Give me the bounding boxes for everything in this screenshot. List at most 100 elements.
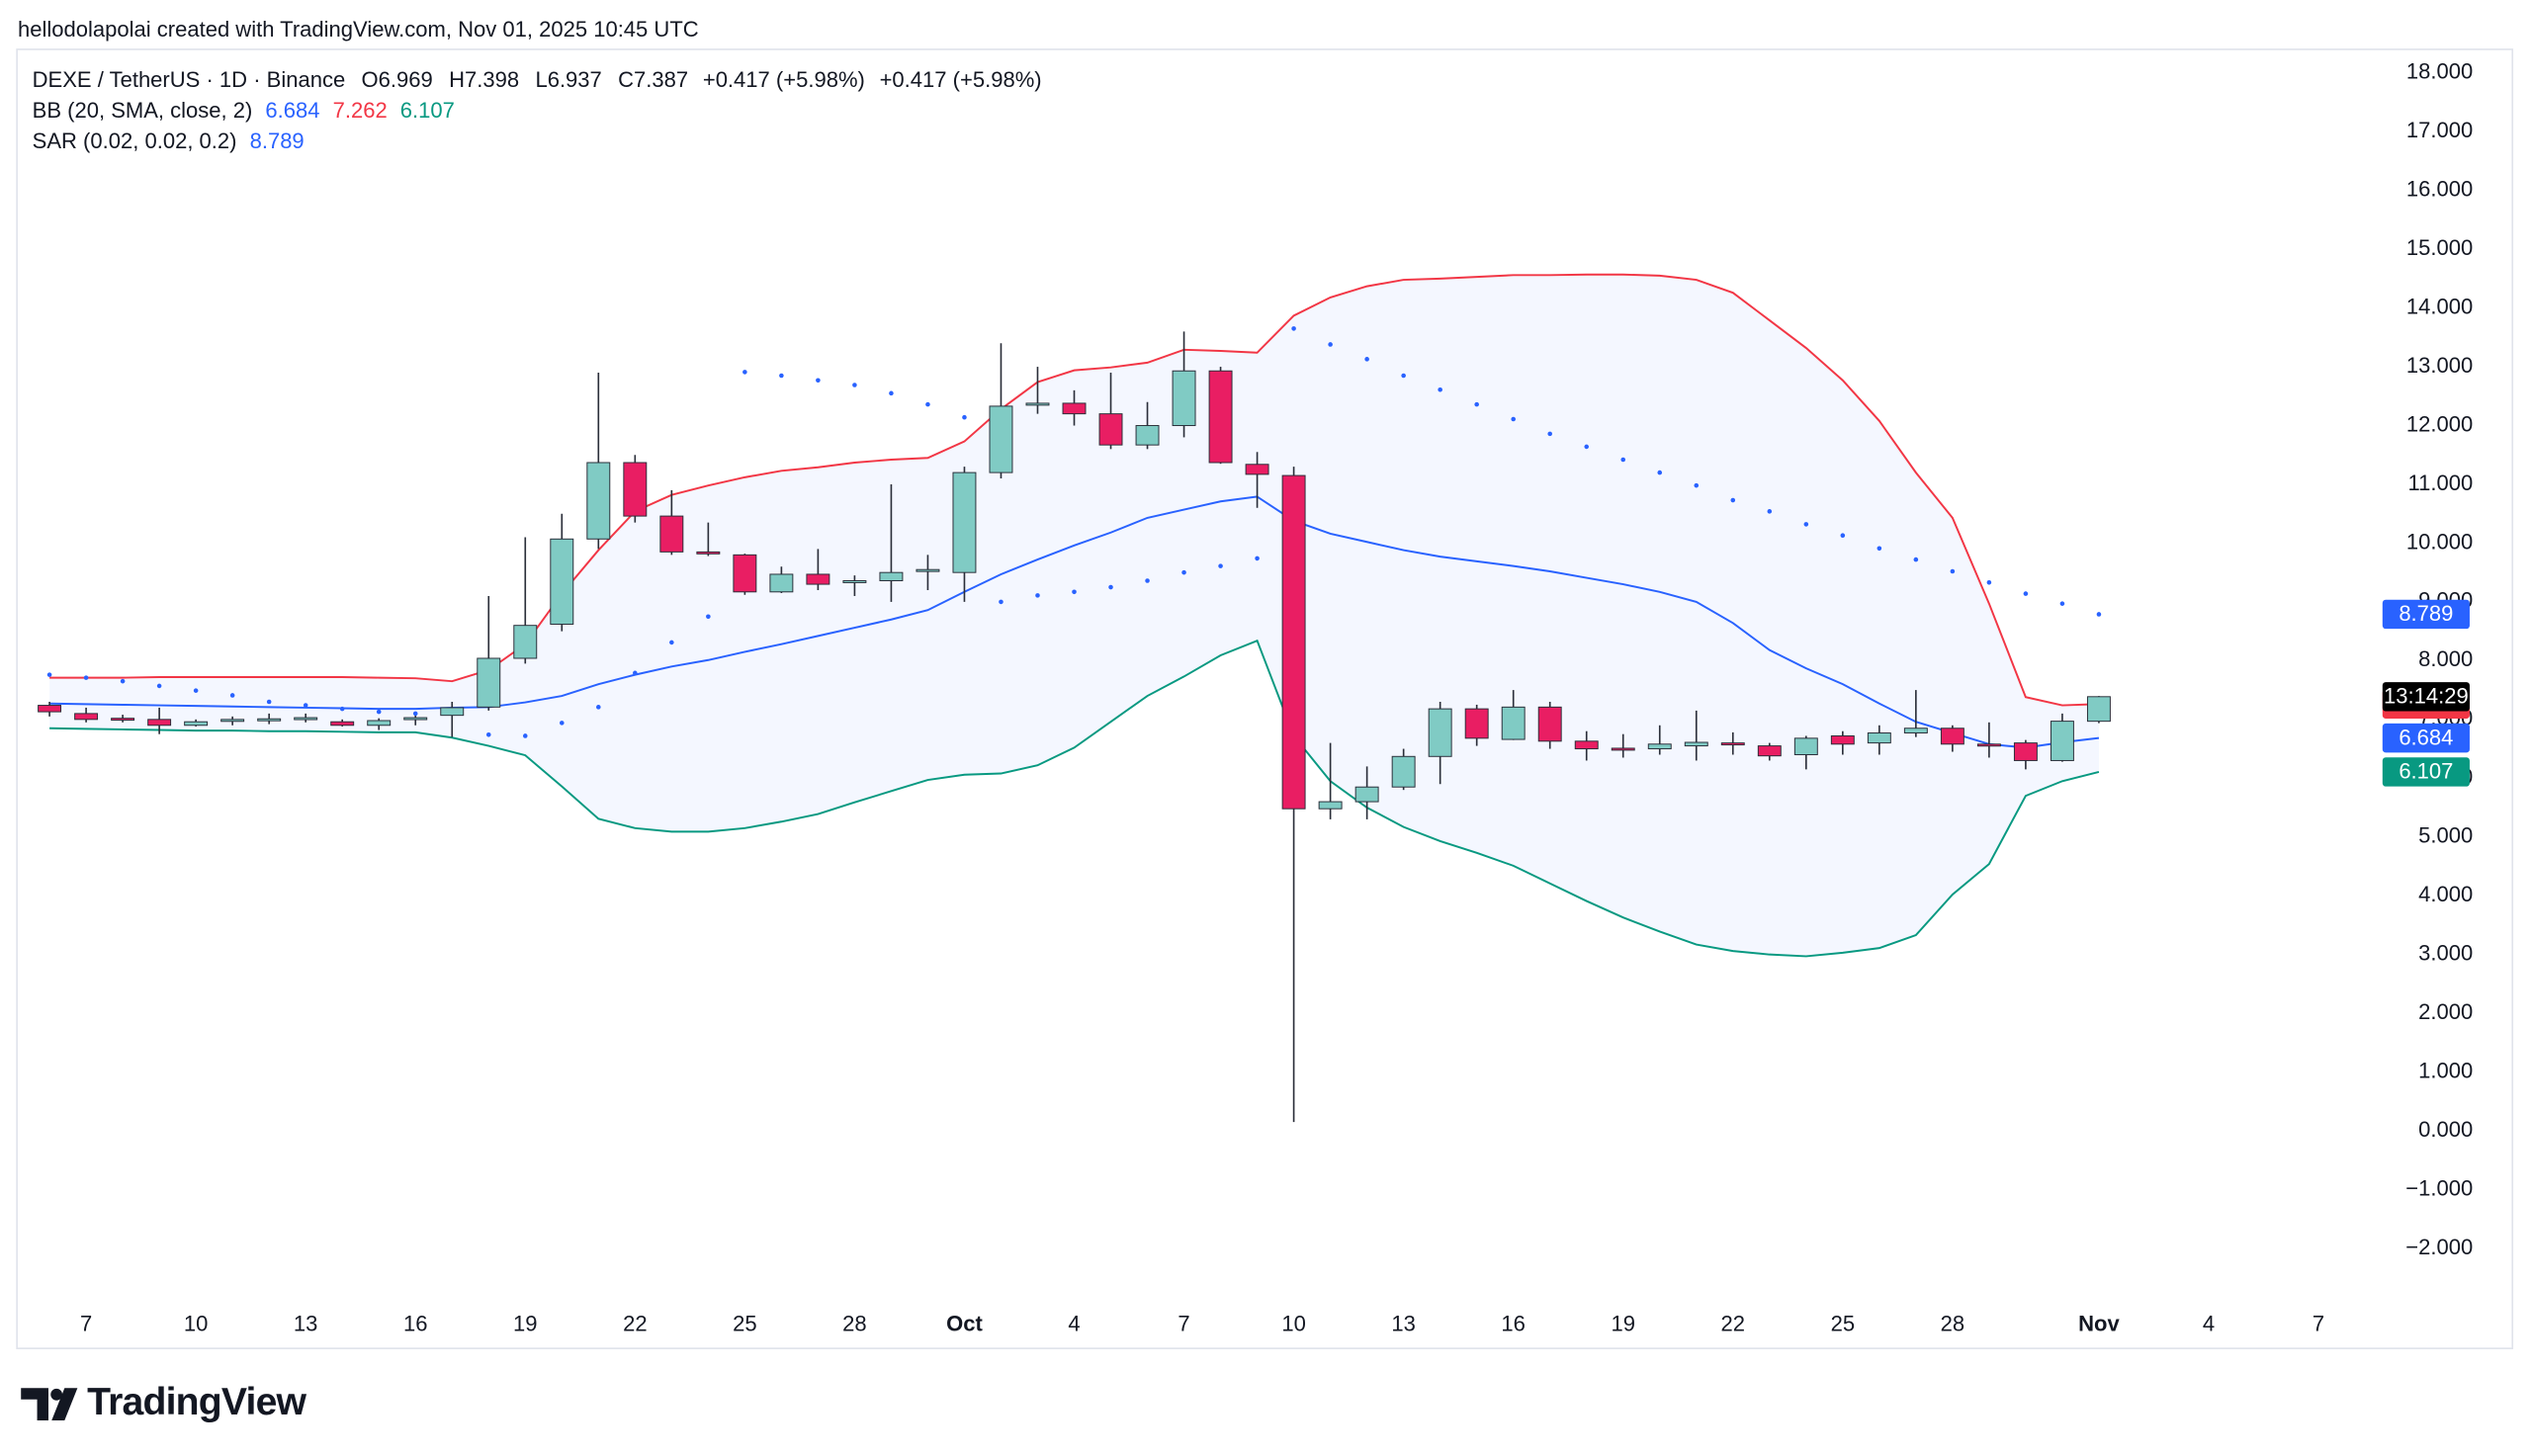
bb-upper-line (49, 273, 2099, 707)
y-tick-label: 1.000 (2418, 1058, 2473, 1082)
countdown-label: 13:14:29 (2384, 683, 2469, 708)
y-tick-label: 2.000 (2418, 999, 2473, 1024)
y-tick-label: 15.000 (2406, 235, 2473, 260)
candle-body (1647, 743, 1672, 750)
y-tick-label: 12.000 (2406, 411, 2473, 436)
candle-body (586, 462, 611, 540)
sar-dot (633, 670, 638, 676)
x-tick-label: 16 (403, 1311, 428, 1335)
candle-body (550, 538, 574, 625)
x-tick-label: 7 (1178, 1311, 1189, 1335)
bb-lower-value: 6.107 (400, 98, 455, 123)
brand-name: TradingView (87, 1380, 306, 1423)
bb-label: BB (20, SMA, close, 2) (33, 98, 253, 123)
logo-slash (51, 1388, 78, 1420)
candle-body (1757, 745, 1782, 757)
x-tick-label: Nov (2078, 1311, 2120, 1335)
bb-lower-line (49, 639, 2100, 958)
sar-dot (742, 370, 747, 375)
sar-dot (485, 731, 491, 737)
ohlc-value: 6.937 (548, 67, 602, 92)
sar-dot (1291, 326, 1296, 331)
sar-dot (816, 378, 821, 384)
ohlc-value: 7.387 (634, 67, 688, 92)
sar-dot (1547, 431, 1552, 437)
ohlc-label: O (362, 67, 379, 92)
candle-body (1903, 728, 1928, 733)
y-tick-label: 0.000 (2418, 1117, 2473, 1142)
sar-dot (596, 705, 601, 710)
candle-body (403, 717, 428, 721)
x-tick-label: 4 (2203, 1311, 2215, 1335)
candle-body (257, 718, 282, 722)
attribution: hellodolapolai created with TradingView.… (18, 17, 699, 42)
sar-dot (193, 688, 199, 693)
ohlc-label: L (535, 67, 547, 92)
y-tick-label: 13.000 (2406, 353, 2473, 378)
x-tick-label: 7 (80, 1311, 92, 1335)
candle-body (1720, 742, 1745, 746)
sar-dot (962, 414, 967, 420)
sar-dot (120, 678, 126, 684)
candle-body (1098, 413, 1123, 446)
y-tick-label: 4.000 (2418, 882, 2473, 906)
x-tick-label: 28 (1941, 1311, 1965, 1335)
sar-dot (1328, 342, 1333, 347)
candle-body (38, 705, 62, 713)
sar-price-label: 8.789 (2399, 601, 2453, 626)
change: +0.417 (+5.98%) (703, 67, 865, 92)
logo-dot (50, 1388, 63, 1401)
candle-body (330, 721, 355, 727)
change: +0.417 (+5.98%) (880, 67, 1042, 92)
ohlc-value: 6.969 (379, 67, 433, 92)
sar-dot (1474, 401, 1479, 407)
candle-body (1793, 737, 1818, 755)
sar-dot (1767, 509, 1773, 514)
y-tick-label: −2.000 (2405, 1235, 2473, 1259)
legend-layer: DEXE / TetherUS · 1D · Binance O6.969 H7.3… (33, 67, 1042, 153)
sar-dot (412, 711, 418, 717)
axis-layer: −2.000 −1.000 0.000 1.000 2.000 3.000 4.000 5.0… (80, 59, 2473, 1336)
symbol: DEXE / TetherUS · 1D · Binance (33, 67, 346, 92)
sar-dot (852, 383, 857, 387)
sar-dot (229, 693, 235, 698)
candle-body (1830, 734, 1855, 745)
sar-dot (1840, 533, 1846, 539)
candle-body (842, 580, 867, 583)
candle-body (1428, 708, 1452, 757)
bb-basis-value: 6.684 (265, 98, 319, 123)
sar-dot (1072, 589, 1077, 595)
sar-dot (1950, 568, 1956, 574)
sar-dot (2096, 612, 2102, 617)
x-tick-label: 22 (623, 1311, 648, 1335)
x-tick-label: 13 (1391, 1311, 1416, 1335)
candle-body (1318, 801, 1343, 810)
x-tick-label: 4 (1068, 1311, 1080, 1335)
candle-body (184, 721, 209, 727)
candle-body (1501, 706, 1526, 740)
bb-lower-price-label: 6.107 (2399, 759, 2453, 784)
sar-dot (1181, 569, 1186, 575)
candle-body (1574, 740, 1599, 750)
bb-upper-value: 7.262 (333, 98, 388, 123)
candle-body (989, 405, 1013, 473)
sar-dot (669, 640, 674, 645)
candle-body (477, 657, 501, 708)
bb-basis-line (49, 495, 2100, 749)
sar-layer (46, 326, 2102, 738)
y-tick-label: 3.000 (2418, 940, 2473, 965)
y-tick-label: 8.000 (2418, 646, 2473, 671)
candles-layer (38, 331, 2111, 1123)
x-tick-label: 10 (184, 1311, 209, 1335)
sar-dot (1108, 584, 1113, 590)
sar-dot (266, 699, 272, 705)
candle-body (440, 707, 465, 717)
sar-dot (2059, 601, 2065, 606)
x-tick-label: 25 (733, 1311, 757, 1335)
y-tick-label: 5.000 (2418, 823, 2473, 848)
sar-dot (1876, 546, 1882, 552)
sar-dot (889, 390, 894, 396)
sar-price-label-box (2382, 599, 2470, 630)
candle-body (659, 515, 684, 553)
